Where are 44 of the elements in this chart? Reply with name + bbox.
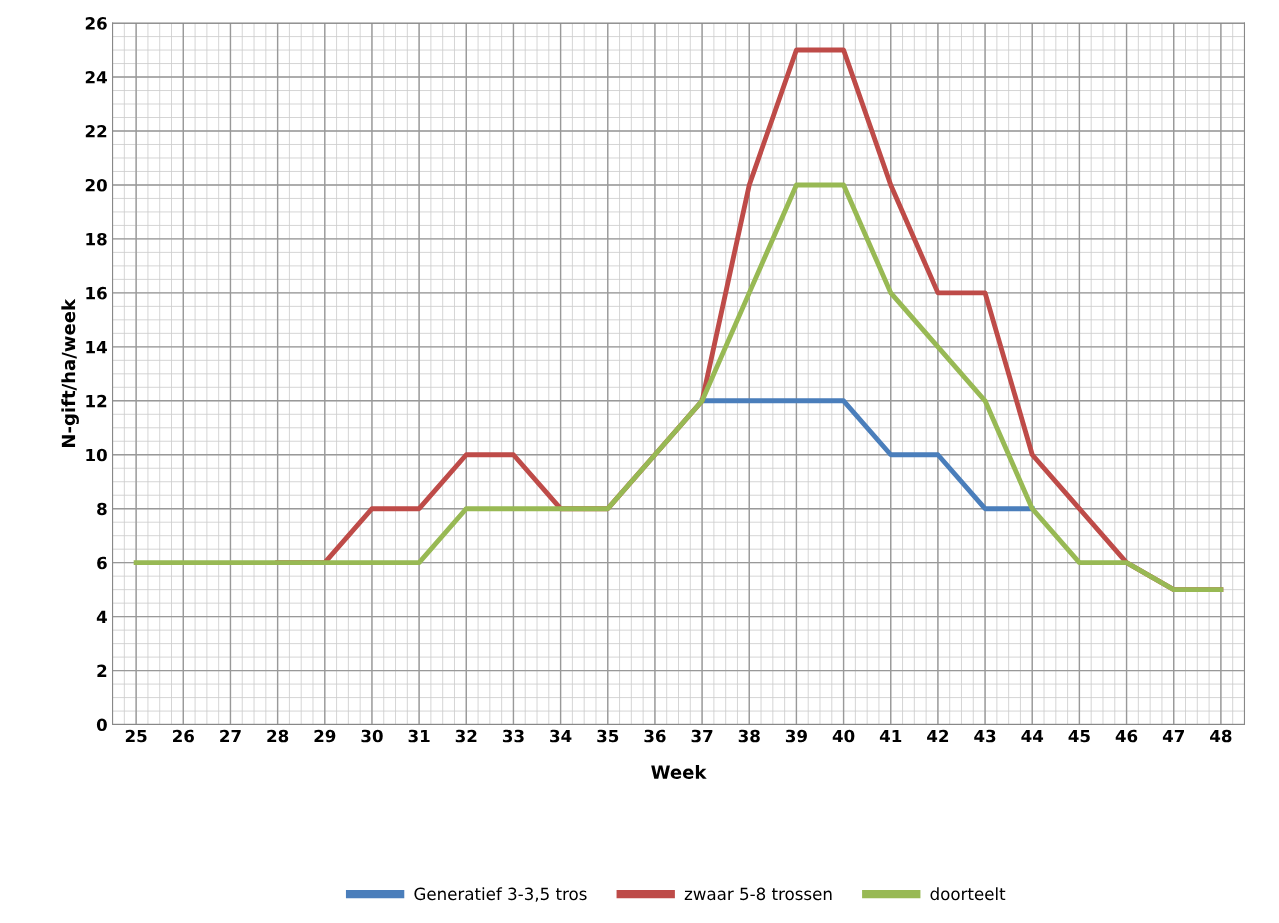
y-tick-label: 4 [96, 610, 107, 623]
x-tick-label: 39 [785, 729, 807, 743]
y-tick-label: 18 [86, 232, 107, 246]
x-tick-label: 37 [691, 729, 713, 743]
line-series [133, 182, 1224, 593]
legend-label: doorteelt [930, 887, 1006, 901]
y-tick-label: 14 [86, 341, 107, 354]
x-tick-label: 43 [974, 729, 996, 743]
legend-label: zwaar 5-8 trossen [684, 887, 832, 901]
legend-label: Generatief 3-3,5 tros [414, 887, 587, 902]
x-tick-label: 47 [1162, 729, 1184, 743]
y-tick-label: 12 [86, 394, 107, 408]
y-tick-label: 22 [85, 124, 107, 138]
y-axis-title: N-gift/ha/week [61, 298, 79, 447]
x-tick-label: 30 [361, 729, 383, 743]
x-tick-label: 26 [173, 729, 194, 743]
x-tick-label: 27 [220, 729, 241, 743]
x-tick-label: 42 [927, 729, 949, 743]
x-tick-label: 46 [1115, 729, 1138, 743]
y-tick-label: 10 [86, 448, 107, 462]
x-tick-label: 35 [597, 729, 619, 743]
y-tick-label: 2 [97, 664, 107, 677]
y-tick-label: 20 [85, 178, 107, 192]
x-tick-label: 28 [267, 729, 289, 743]
x-tick-label: 38 [738, 729, 760, 743]
x-tick-label: 36 [644, 729, 666, 743]
x-tick-label: 29 [314, 729, 336, 743]
x-tick-label: 25 [125, 729, 147, 743]
x-tick-label: 31 [408, 729, 430, 743]
x-tick-label: 33 [502, 729, 524, 743]
x-tick-label: 48 [1210, 729, 1232, 743]
x-axis-title: Week [651, 764, 707, 779]
x-tick-label: 45 [1068, 729, 1090, 743]
y-tick-label: 24 [85, 71, 107, 84]
x-tick-label: 40 [832, 729, 855, 743]
x-tick-label: 34 [550, 729, 572, 743]
y-tick-label: 26 [85, 17, 107, 30]
x-tick-label: 44 [1021, 729, 1044, 743]
y-tick-label: 16 [86, 286, 107, 300]
y-tick-label: 0 [96, 718, 107, 732]
x-tick-label: 32 [455, 729, 477, 743]
y-tick-label: 8 [97, 502, 107, 516]
y-tick-label: 6 [97, 556, 107, 570]
x-tick-label: 41 [879, 729, 902, 743]
